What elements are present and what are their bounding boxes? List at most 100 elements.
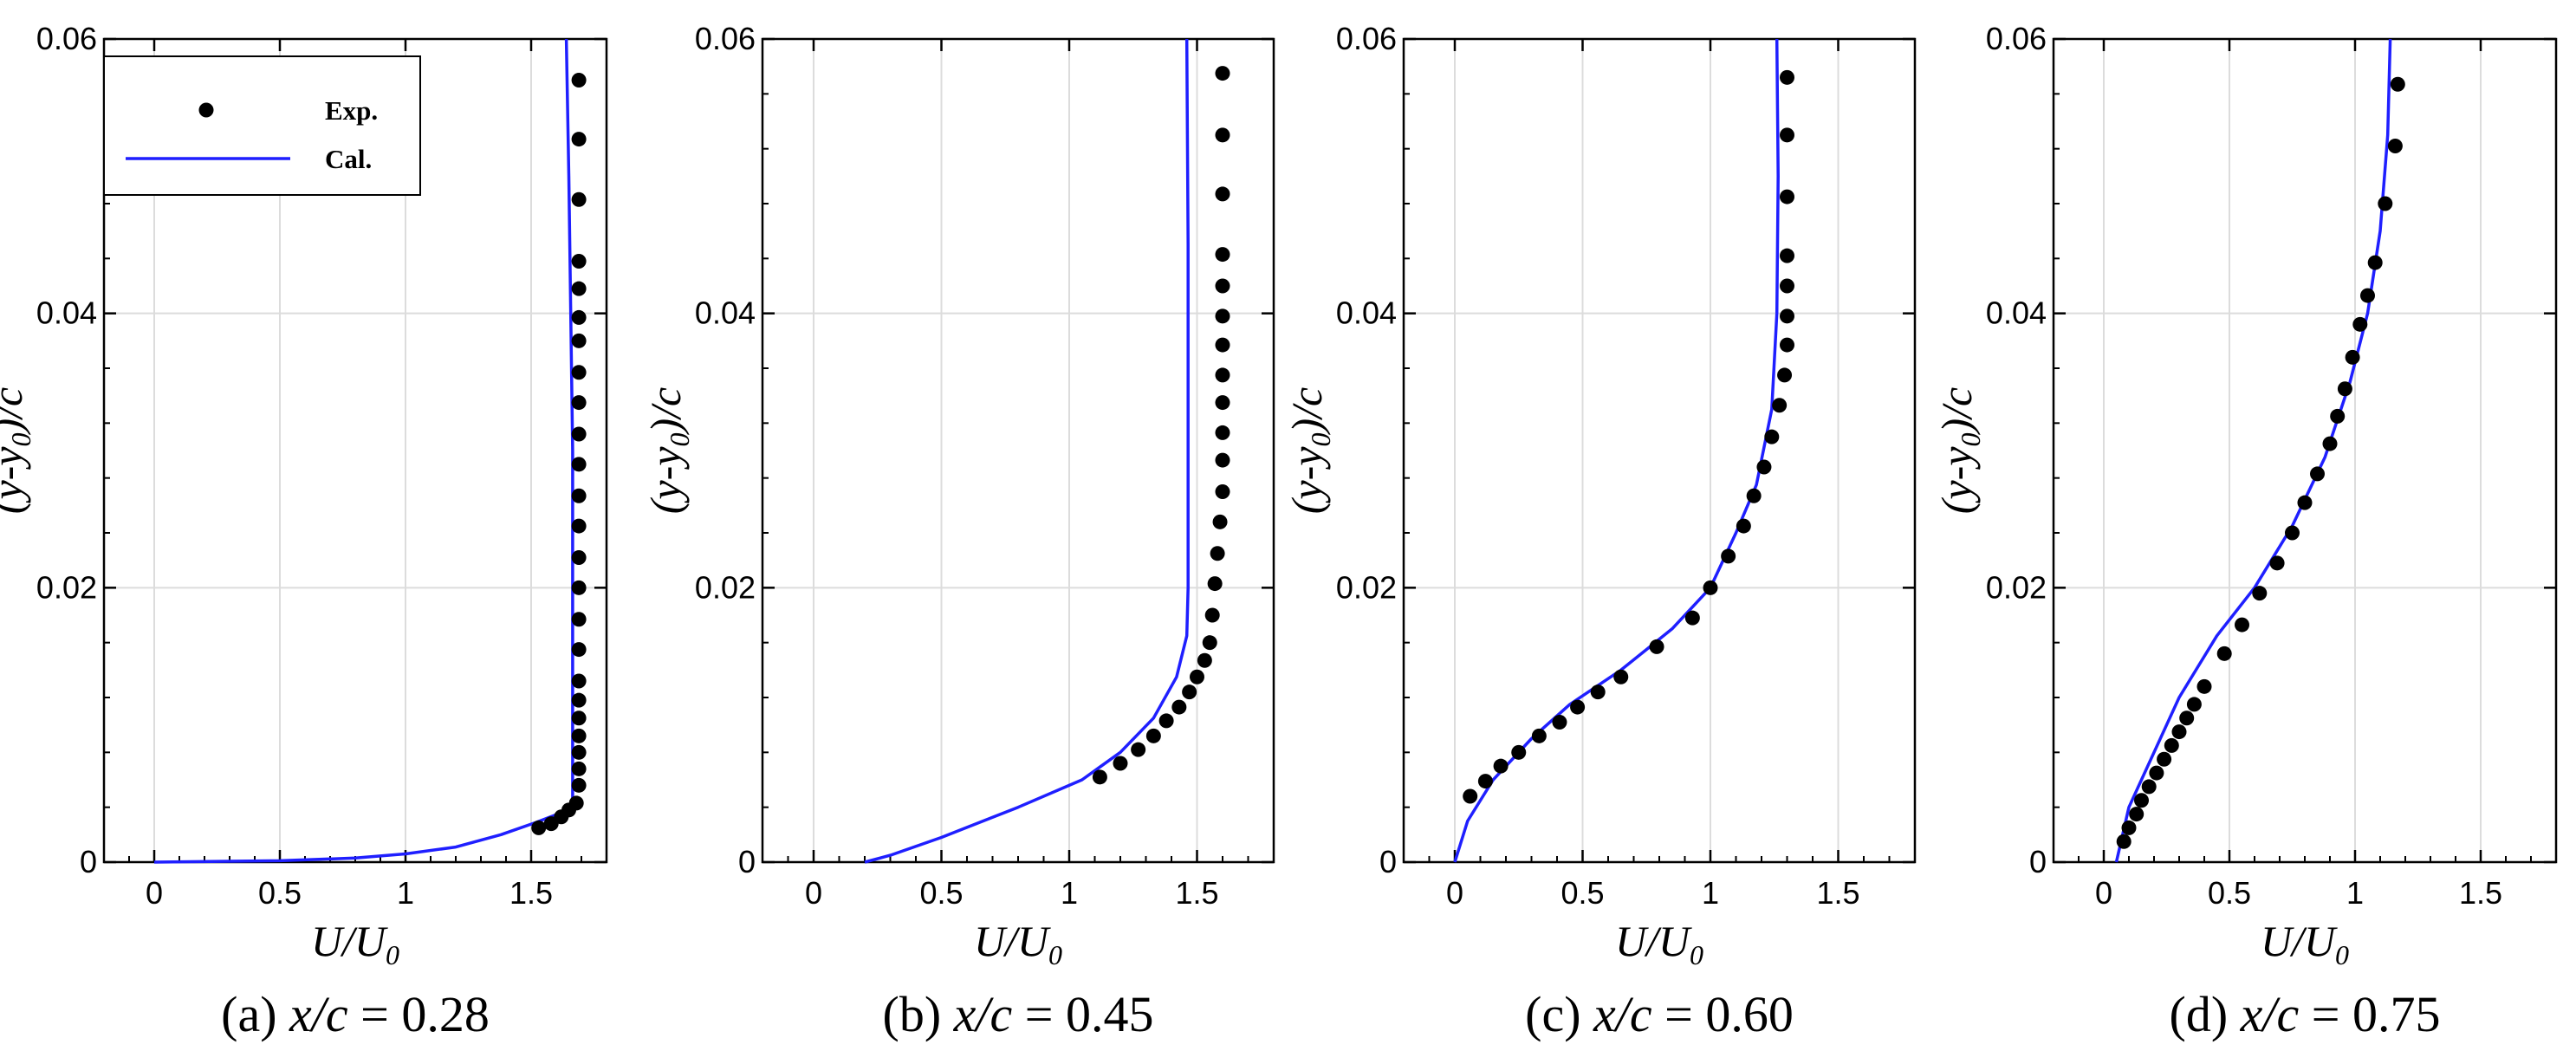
exp-point <box>1552 715 1567 730</box>
exp-point <box>2378 196 2393 211</box>
exp-point <box>2179 710 2195 726</box>
exp-point <box>2285 525 2300 541</box>
legend: Exp. Cal. <box>103 55 421 196</box>
exp-point <box>2352 316 2368 332</box>
exp-point <box>2116 834 2132 849</box>
exp-point <box>571 612 587 627</box>
exp-point <box>1463 788 1478 804</box>
exp-point <box>1746 488 1762 503</box>
exp-point <box>1171 699 1187 715</box>
y-tick-label: 0.02 <box>1986 569 2047 605</box>
xlabel: U/U0 <box>2261 917 2349 970</box>
exp-point <box>2390 76 2405 92</box>
exp-point <box>1772 398 1788 413</box>
exp-point <box>1511 744 1527 760</box>
x-tick-label: 1.5 <box>509 875 553 911</box>
exp-point <box>571 744 587 760</box>
exp-point <box>1215 395 1230 411</box>
y-tick-label: 0.04 <box>695 295 756 331</box>
x-tick-label: 0 <box>146 875 163 911</box>
exp-point <box>1780 337 1794 353</box>
plot-area: 0 0.5 1 1.5 0 0.02 0.04 0.06 <box>695 21 1275 911</box>
xlabel: U/U0 <box>974 917 1062 970</box>
y-tick-label: 0.02 <box>695 569 756 605</box>
exp-point <box>1215 484 1230 499</box>
exp-point <box>1215 452 1230 468</box>
panel-d: 0 0.5 1 1.5 0 0.02 0.04 0.06 (y-y0)/c U/U0 (d) … <box>1932 21 2558 1042</box>
exp-point <box>571 518 587 534</box>
exp-point <box>1210 546 1225 561</box>
y-tick-label: 0.02 <box>36 569 97 605</box>
x-tick-label: 1 <box>1702 875 1719 911</box>
legend-box <box>103 55 421 196</box>
exp-point <box>2171 724 2187 740</box>
exp-point <box>1590 684 1606 700</box>
exp-point <box>1207 576 1223 592</box>
exp-point <box>571 488 587 503</box>
x-tick-label: 0.5 <box>2208 875 2251 911</box>
y-tick-label: 0 <box>1379 844 1397 879</box>
exp-point <box>2322 436 2338 451</box>
legend-exp-marker <box>198 102 214 118</box>
x-tick-label: 0.5 <box>919 875 963 911</box>
x-tick-label: 1 <box>397 875 414 911</box>
exp-point <box>2196 678 2212 694</box>
exp-point <box>1477 774 1493 789</box>
y-tick-label: 0.04 <box>36 295 97 331</box>
exp-point <box>571 395 587 411</box>
panel-c: 0 0.5 1 1.5 0 0.02 0.04 0.06 (y-y0)/c U/U0 (c) … <box>1282 21 1917 1042</box>
exp-point <box>1721 548 1736 564</box>
caption: (d) x/c = 0.75 <box>2170 986 2441 1042</box>
exp-point <box>2360 288 2375 303</box>
x-tick-label: 1 <box>2346 875 2364 911</box>
exp-point <box>2337 381 2352 397</box>
exp-point <box>1780 278 1794 294</box>
exp-point <box>571 580 587 595</box>
exp-point <box>1215 127 1230 143</box>
exp-point <box>571 642 587 658</box>
ylabel: (y-y0)/c <box>1932 387 1986 514</box>
exp-point <box>1703 580 1718 595</box>
exp-point <box>571 673 587 689</box>
y-tick-label: 0 <box>80 844 97 879</box>
exp-point <box>2387 139 2403 153</box>
exp-point <box>1092 769 1107 785</box>
exp-point <box>571 309 587 325</box>
exp-point <box>1158 713 1174 729</box>
y-tick-label: 0 <box>2029 844 2047 879</box>
exp-point <box>1777 367 1793 383</box>
x-tick-label: 1.5 <box>1816 875 1859 911</box>
exp-point <box>568 795 584 811</box>
exp-point <box>1204 607 1220 623</box>
panel-b: 0 0.5 1 1.5 0 0.02 0.04 0.06 (y-y0)/c U/U0 (b) … <box>641 21 1275 1042</box>
xlabel: U/U0 <box>311 917 399 970</box>
y-tick-label: 0.06 <box>1986 21 2047 56</box>
x-tick-label: 0.5 <box>258 875 302 911</box>
ylabel: (y-y0)/c <box>1282 387 1336 514</box>
exp-point <box>1215 425 1230 440</box>
exp-point <box>2121 820 2137 835</box>
exp-point <box>1182 684 1197 700</box>
exp-point <box>2129 807 2145 822</box>
legend-cal-label: Cal. <box>325 144 372 174</box>
plot-area: 0 0.5 1 1.5 0 0.02 0.04 0.06 <box>1336 21 1917 911</box>
exp-point <box>1145 728 1161 743</box>
exp-point <box>2310 466 2325 482</box>
exp-point <box>1215 308 1230 324</box>
caption: (b) x/c = 0.45 <box>883 986 1154 1042</box>
exp-point <box>531 820 547 835</box>
y-tick-label: 0.04 <box>1336 295 1397 331</box>
ylabel: (y-y0)/c <box>641 387 695 514</box>
x-tick-label: 0 <box>805 875 822 911</box>
exp-point <box>1780 189 1794 204</box>
exp-point <box>571 254 587 269</box>
exp-point <box>571 191 587 207</box>
exp-point <box>571 550 587 565</box>
plot-area: 0 0.5 1 1.5 0 0.02 0.04 0.06 <box>1986 21 2558 911</box>
x-tick-label: 0 <box>1446 875 1463 911</box>
exp-point <box>1764 429 1780 444</box>
exp-point <box>2297 495 2313 510</box>
exp-point <box>571 365 587 380</box>
exp-point <box>571 457 587 472</box>
